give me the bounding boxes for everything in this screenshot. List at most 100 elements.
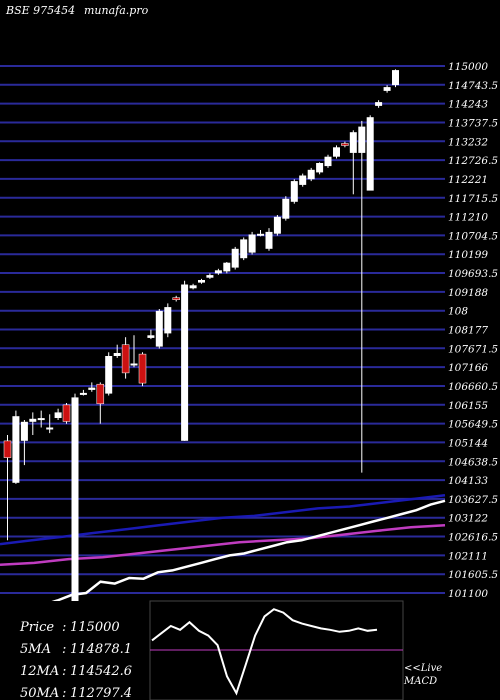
candle-up (181, 284, 189, 441)
candle-up (290, 181, 298, 202)
header-site: munafa.pro (84, 4, 149, 17)
candle-up (392, 70, 399, 86)
y-tick-label: 105649.5 (448, 419, 498, 431)
candle-up (189, 285, 197, 289)
candle-up (46, 427, 54, 430)
candle-up (375, 102, 383, 106)
candle-down (62, 404, 71, 422)
candle-up (248, 234, 256, 253)
price-value: 115000 (70, 620, 120, 635)
candle-up (198, 280, 205, 283)
y-tick-label: 112726.5 (448, 155, 498, 167)
stats-panel (0, 601, 148, 700)
candle-up (29, 418, 37, 422)
y-tick-label: 107671.5 (448, 343, 498, 355)
y-tick-label: 108177 (448, 325, 488, 337)
candle-up (307, 169, 315, 180)
y-tick-label: 111210 (448, 212, 488, 224)
y-axis-labels: 115000 114743.5 114243 113737.5 113232 112726… (448, 61, 498, 600)
y-tick-label: 102616.5 (448, 532, 498, 544)
candle-up (214, 270, 222, 274)
macd-line (151, 608, 378, 696)
candle-up (113, 353, 121, 356)
candle-up (282, 198, 290, 219)
y-tick-label: 102111 (448, 550, 488, 562)
candle-up (155, 310, 163, 347)
y-tick-label: 113232 (448, 136, 488, 148)
price-label: Price (19, 620, 54, 635)
y-tick-label: 115000 (448, 61, 488, 73)
candle-up (358, 126, 366, 153)
candle-up (265, 231, 273, 249)
ma50-line (0, 524, 446, 567)
candle-up (349, 132, 357, 153)
candle-up (316, 163, 324, 173)
y-tick-label: 106660.5 (448, 381, 498, 393)
candle-up (324, 156, 332, 167)
candle-up (257, 233, 264, 236)
y-tick-label: 109693.5 (448, 268, 498, 280)
header-symbol: BSE 975454 (5, 4, 75, 17)
candle-up (71, 397, 79, 616)
candle-up (54, 412, 62, 418)
macd-label: MACD (403, 676, 437, 687)
candle-down (341, 143, 349, 146)
candle-down (96, 383, 105, 405)
ma50-colon: : (62, 686, 66, 700)
y-tick-label: 106155 (448, 400, 488, 412)
y-tick-label: 103122 (448, 513, 488, 525)
candle-up (383, 87, 391, 91)
y-tick-label: 101605.5 (448, 569, 498, 581)
ma50-value: 112797.4 (70, 686, 132, 700)
ma12-label: 12MA (20, 664, 59, 679)
candle-up (88, 387, 96, 390)
y-tick-label: 113737.5 (448, 118, 498, 130)
y-tick-label: 103627.5 (448, 494, 498, 506)
y-tick-label: 104638.5 (448, 456, 498, 468)
ma12-colon: : (62, 664, 66, 679)
y-tick-label: 104133 (448, 475, 488, 487)
candle-up (273, 216, 281, 234)
ma5-colon: : (62, 642, 66, 657)
candle-up (366, 117, 374, 191)
macd-live-label: <<Live (404, 663, 442, 674)
candle-down (138, 353, 147, 384)
candle-down (3, 440, 12, 458)
y-tick-label: 108 (448, 306, 468, 318)
candle-up (333, 147, 340, 157)
candle-up (105, 356, 113, 394)
candle-up (12, 416, 20, 483)
y-tick-label: 114243 (448, 99, 488, 111)
candle-up (20, 421, 28, 441)
candle-up (240, 239, 248, 259)
ma5-label: 5MA (20, 642, 51, 657)
ma5-value: 114878.1 (70, 642, 132, 657)
ma50-label: 50MA (20, 686, 59, 700)
y-tick-label: 110704.5 (448, 230, 498, 242)
candle-down (121, 344, 130, 374)
y-tick-label: 114743.5 (448, 80, 498, 92)
candle-up (206, 275, 214, 278)
y-tick-label: 107166 (448, 362, 488, 374)
candle-up (79, 392, 87, 395)
y-tick-label: 105144 (448, 437, 488, 449)
price-colon: : (62, 620, 66, 635)
candle-up (231, 248, 239, 268)
candle-up (223, 262, 231, 272)
candle-up (299, 175, 307, 185)
y-tick-label: 110199 (448, 249, 488, 261)
grid-lines (0, 65, 445, 594)
candle-up (130, 363, 138, 366)
ma12-value: 114542.6 (70, 664, 132, 679)
candle-up (147, 335, 155, 338)
moving-average-lines (0, 493, 446, 610)
y-tick-label: 101100 (448, 588, 488, 600)
y-tick-label: 111715.5 (448, 193, 498, 205)
candle-up (37, 418, 45, 421)
candle-down (172, 297, 180, 300)
candles (3, 69, 399, 616)
candle-up (164, 307, 172, 334)
y-tick-label: 109188 (448, 287, 488, 299)
y-tick-label: 112221 (448, 174, 488, 186)
